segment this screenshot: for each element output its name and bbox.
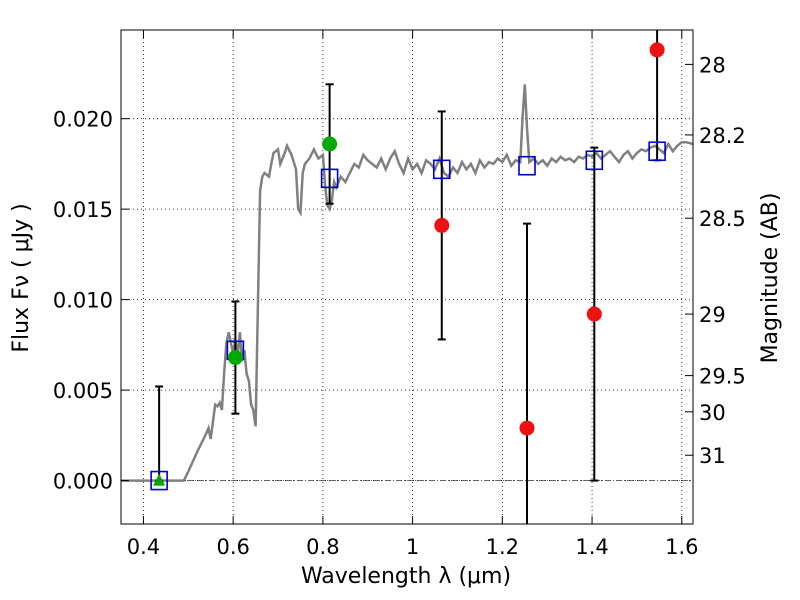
- square-marker: [432, 159, 451, 180]
- square-marker: [648, 141, 666, 162]
- error-bars: [155, 30, 662, 524]
- data-markers: [150, 42, 666, 491]
- square-marker: [150, 470, 168, 491]
- y2-tick-label: 28.2: [699, 124, 746, 148]
- square-marker: [320, 168, 339, 189]
- y2-axis-ticks: 28 28.2 28.5 29 29.5 30 31: [685, 53, 746, 468]
- x-tick-label: 1.6: [665, 535, 698, 559]
- y2-axis-label: Magnitude (AB): [758, 193, 783, 364]
- grid-layer: [121, 30, 693, 524]
- y-tick-label: 0.000: [53, 470, 113, 494]
- green-triangle-marker: [153, 473, 166, 486]
- x-tick-label: 1: [406, 535, 419, 559]
- y-tick-label: 0.020: [53, 108, 113, 132]
- x-axis-ticks: 0.4 0.6 0.8 1 1.2 1.4 1.6: [127, 30, 698, 559]
- red-circle-marker: [434, 217, 450, 233]
- red-circle-marker: [649, 42, 665, 58]
- y-axis-label: Flux Fν ( μJy ): [9, 203, 34, 352]
- y-axis-ticks: 0.000 0.005 0.010 0.015 0.020: [53, 108, 129, 494]
- square-marker: [585, 150, 604, 171]
- plot-frame: [120, 29, 694, 525]
- x-tick-label: 0.6: [216, 535, 249, 559]
- square-marker: [518, 155, 536, 176]
- green-circle-marker: [227, 350, 243, 366]
- x-axis-label: Wavelength λ (μm): [301, 564, 511, 589]
- y-tick-label: 0.010: [53, 289, 113, 313]
- y2-tick-label: 29.5: [699, 365, 746, 389]
- green-circle-marker: [322, 136, 338, 152]
- y2-tick-label: 30: [699, 401, 726, 425]
- y2-tick-label: 29: [699, 303, 726, 327]
- y2-tick-label: 28: [699, 53, 726, 77]
- model-spectrum-line: [121, 84, 694, 482]
- y2-tick-label: 31: [699, 444, 726, 468]
- x-tick-label: 1.2: [486, 535, 519, 559]
- y-tick-label: 0.015: [53, 198, 113, 222]
- y-tick-label: 0.005: [53, 379, 113, 403]
- x-tick-label: 0.8: [306, 535, 339, 559]
- red-circle-marker: [519, 420, 535, 436]
- y2-tick-label: 28.5: [699, 207, 746, 231]
- x-tick-label: 1.4: [575, 535, 608, 559]
- x-tick-label: 0.4: [127, 535, 160, 559]
- red-circle-marker: [586, 306, 602, 322]
